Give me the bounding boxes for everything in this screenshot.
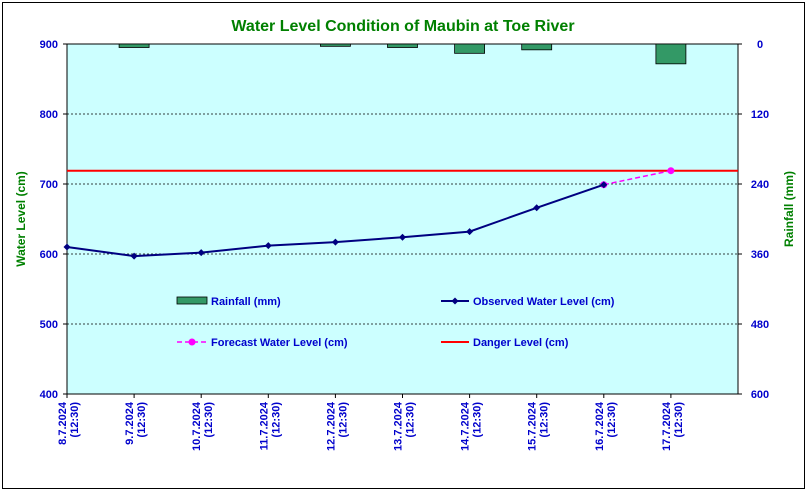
legend: Rainfall (mm) Observed Water Level (cm) Fo… [176, 296, 615, 349]
plot-area [66, 43, 739, 395]
observed-point [197, 249, 205, 257]
rainfall-bar [521, 43, 553, 51]
y2-tick-label: 600 [751, 389, 769, 401]
chart-frame: 400 500 600 700 800 900 0 120 240 360 480 600 8.7.20… [2, 2, 805, 489]
x-tick-label: 14.7.2024 [460, 401, 472, 451]
rainfall-bars [118, 43, 687, 65]
y-tick-label: 800 [40, 109, 58, 121]
y-tick-label: 600 [40, 249, 58, 261]
legend-swatch-rainfall [176, 296, 208, 305]
observed-point [399, 233, 406, 241]
axes: 400 500 600 700 800 900 0 120 240 360 480 600 8.7.20… [40, 39, 770, 451]
x-tick-label: (12:30) [472, 402, 484, 438]
y2-tick-label: 0 [757, 39, 763, 51]
x-tick-label: 17.7.2024 [661, 401, 673, 451]
x-tick-label: 10.7.2024 [191, 401, 203, 451]
x-tick-label: (12:30) [405, 402, 417, 438]
x-tick-label: (12:30) [69, 402, 81, 438]
x-tick-label: 11.7.2024 [258, 401, 270, 450]
x-tick-label: (12:30) [270, 402, 282, 438]
legend-label: Observed Water Level (cm) [473, 296, 615, 308]
y2-tick-label: 360 [751, 249, 769, 261]
x-tick-label: (12:30) [337, 402, 349, 438]
x-tick-label: (12:30) [203, 402, 215, 438]
x-tick-label: 16.7.2024 [594, 401, 606, 451]
legend-label: Danger Level (cm) [473, 337, 569, 349]
rainfall-bar [454, 43, 486, 54]
y2-tick-label: 120 [751, 109, 769, 121]
x-tick-label: (12:30) [673, 402, 685, 438]
x-tick-label: (12:30) [539, 402, 551, 438]
y-tick-label: 400 [40, 389, 58, 401]
y2-axis-title: Rainfall (mm) [782, 171, 796, 247]
x-tick-label: (12:30) [606, 402, 618, 438]
x-tick-label: 8.7.2024 [57, 401, 69, 445]
observed-point [63, 243, 71, 251]
x-tick-label: (12:30) [136, 402, 148, 438]
observed-point [533, 204, 541, 212]
legend-label: Rainfall (mm) [211, 296, 281, 308]
y2-tick-label: 480 [751, 319, 769, 331]
y-tick-label: 500 [40, 319, 58, 331]
legend-label: Forecast Water Level (cm) [211, 337, 348, 349]
forecast-point [667, 167, 675, 175]
chart-title: Water Level Condition of Maubin at Toe R… [231, 18, 574, 35]
x-tick-label: 12.7.2024 [325, 401, 337, 451]
y-tick-label: 900 [40, 39, 58, 51]
observed-point [264, 242, 272, 250]
y-tick-label: 700 [40, 179, 58, 191]
y-axis-title: Water Level (cm) [14, 171, 28, 267]
series-lines [63, 167, 738, 260]
forecast-line [603, 169, 672, 186]
observed-point [130, 252, 138, 260]
x-tick-label: 15.7.2024 [527, 401, 539, 451]
rainfall-bar [319, 43, 351, 47]
y2-tick-label: 240 [751, 179, 769, 191]
chart-svg: 400 500 600 700 800 900 0 120 240 360 480 600 8.7.20… [14, 18, 796, 451]
legend-marker-observed [451, 297, 459, 305]
observed-point [331, 238, 339, 246]
x-tick-label: 13.7.2024 [393, 401, 405, 451]
observed-point [466, 228, 474, 236]
rainfall-bar [118, 43, 150, 48]
rainfall-bar [655, 43, 687, 65]
x-tick-label: 9.7.2024 [124, 401, 136, 445]
rainfall-bar [387, 43, 418, 48]
legend-marker-forecast [188, 338, 196, 346]
observed-point [600, 181, 608, 189]
